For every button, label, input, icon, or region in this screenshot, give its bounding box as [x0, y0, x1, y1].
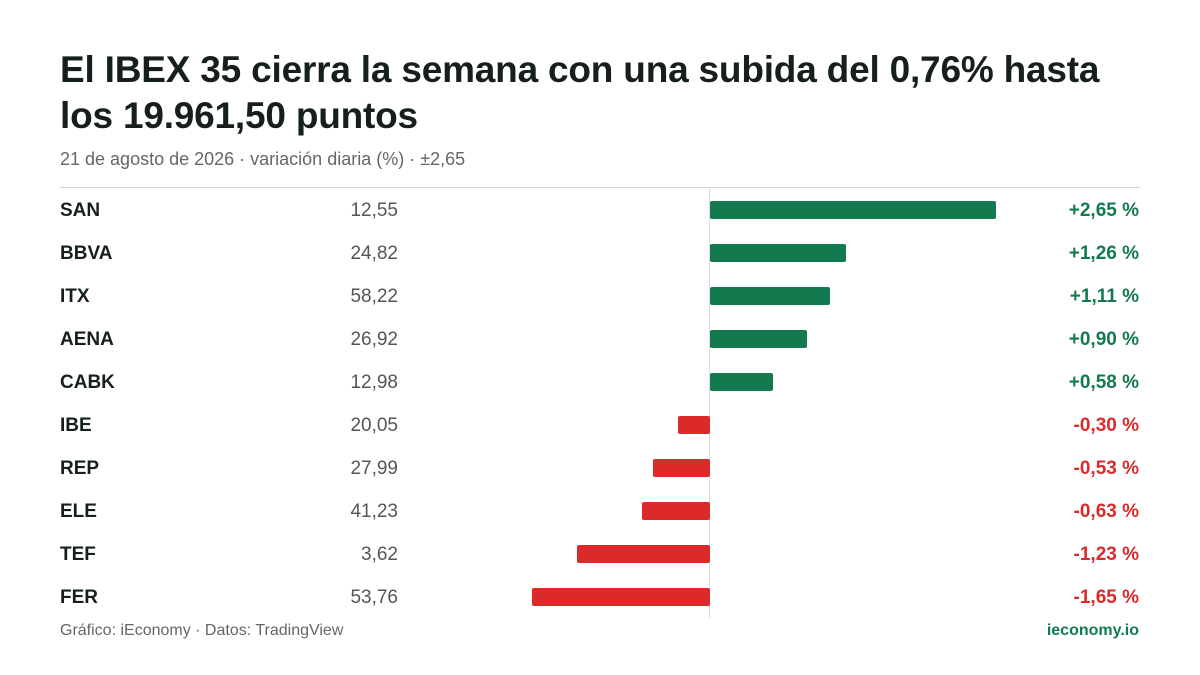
chart-row: TEF 3,62 -1,23 %: [0, 533, 1200, 576]
ticker-label: ITX: [60, 286, 90, 307]
change-label: +0,90 %: [1068, 329, 1139, 350]
change-label: -1,65 %: [1073, 587, 1139, 608]
ticker-label: SAN: [60, 200, 101, 221]
chart-row: SAN 12,55 +2,65 %: [0, 189, 1200, 232]
change-label: -1,23 %: [1073, 544, 1139, 565]
chart-row: REP 27,99 -0,53 %: [0, 447, 1200, 490]
price-label: 58,22: [350, 286, 398, 307]
bar-mark: [710, 201, 996, 219]
change-label: -0,63 %: [1073, 501, 1139, 522]
ticker-label: REP: [60, 458, 100, 479]
change-label: +2,65 %: [1068, 200, 1139, 221]
bar-mark: [677, 416, 710, 434]
zero-axis-line: [709, 188, 710, 618]
chart-row: ELE 41,23 -0,63 %: [0, 490, 1200, 533]
chart-row: ITX 58,22 +1,11 %: [0, 275, 1200, 318]
chart-rows: SAN 12,55 +2,65 % BBVA 24,82 +1,26 % ITX 58,22 +…: [0, 189, 1200, 619]
change-label: +1,26 %: [1068, 243, 1139, 264]
price-label: 41,23: [350, 501, 398, 522]
bar-mark: [652, 459, 710, 477]
brand-link[interactable]: ieconomy.io: [1046, 622, 1139, 639]
chart-row: IBE 20,05 -0,30 %: [0, 404, 1200, 447]
bar-mark: [642, 502, 710, 520]
price-label: 3,62: [361, 544, 398, 565]
price-label: 53,76: [350, 587, 398, 608]
price-label: 12,98: [350, 372, 398, 393]
chart-row: BBVA 24,82 +1,26 %: [0, 232, 1200, 275]
bar-mark: [710, 330, 808, 348]
price-label: 24,82: [350, 243, 398, 264]
change-label: -0,30 %: [1073, 415, 1139, 436]
ticker-label: CABK: [60, 372, 115, 393]
price-label: 27,99: [350, 458, 398, 479]
ticker-label: FER: [60, 587, 98, 608]
price-label: 20,05: [350, 415, 398, 436]
ticker-label: TEF: [60, 544, 96, 565]
ticker-label: BBVA: [60, 243, 113, 264]
bar-mark: [710, 287, 830, 305]
price-label: 12,55: [350, 200, 398, 221]
top-divider: [60, 187, 1140, 188]
change-label: +0,58 %: [1068, 372, 1139, 393]
price-label: 26,92: [350, 329, 398, 350]
bar-mark: [531, 588, 710, 606]
bar-mark: [577, 545, 710, 563]
bar-mark: [710, 244, 846, 262]
change-label: -0,53 %: [1073, 458, 1139, 479]
chart-row: CABK 12,98 +0,58 %: [0, 361, 1200, 404]
bar-mark: [710, 373, 773, 391]
ticker-label: IBE: [60, 415, 92, 436]
chart-title: El IBEX 35 cierra la semana con una subi…: [60, 49, 1100, 136]
ticker-label: AENA: [60, 329, 114, 350]
chart-row: FER 53,76 -1,65 %: [0, 576, 1200, 619]
ticker-label: ELE: [60, 501, 97, 522]
change-label: +1,11 %: [1069, 286, 1139, 307]
chart-row: AENA 26,92 +0,90 %: [0, 318, 1200, 361]
source-credit: Gráfico: iEconomy · Datos: TradingView: [60, 622, 344, 639]
chart-subtitle: 21 de agosto de 2026 · variación diaria …: [60, 149, 466, 169]
